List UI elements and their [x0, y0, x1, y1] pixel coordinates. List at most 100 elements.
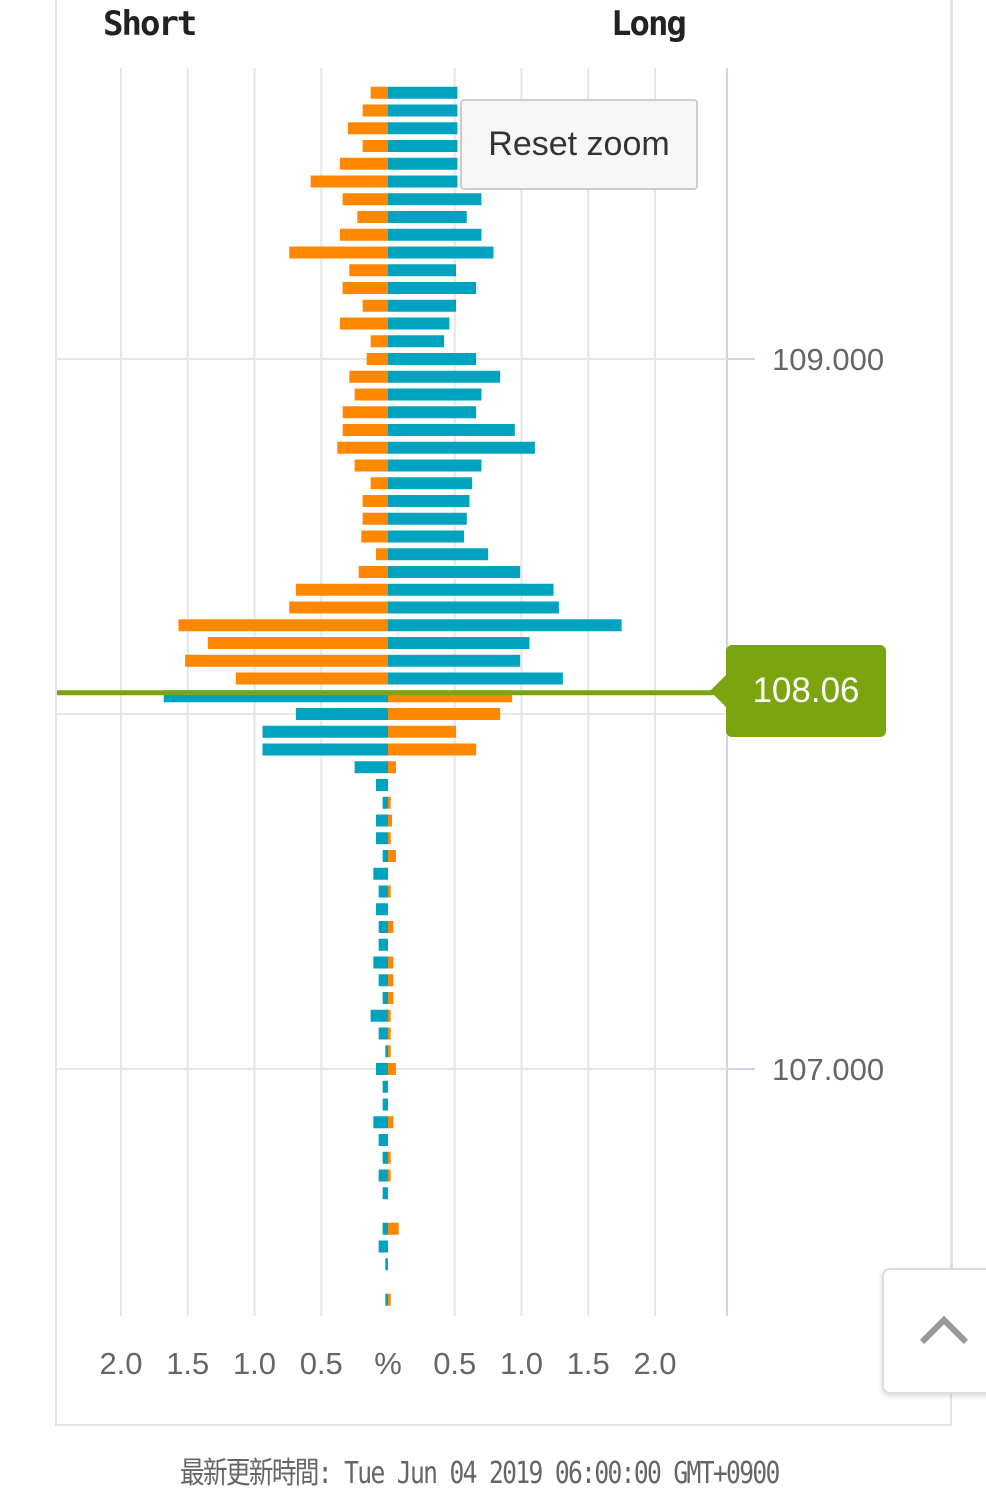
bar-right — [388, 140, 458, 152]
bar-left — [337, 441, 388, 454]
bar-left — [354, 459, 388, 472]
bar-right — [388, 424, 515, 436]
bar-left — [375, 814, 388, 827]
bar-right — [388, 264, 457, 277]
bar-left — [262, 725, 388, 738]
bar-left — [370, 477, 388, 490]
bar-right — [388, 459, 482, 472]
page-edge-divider — [951, 0, 953, 1270]
bar-left — [354, 388, 388, 401]
bar-left — [378, 885, 388, 898]
bar-left — [382, 1151, 388, 1164]
x-tick-label: 1.0 — [233, 1346, 276, 1381]
bar-left — [342, 406, 388, 419]
bar-left — [310, 175, 388, 188]
y-tick-label: 107.000 — [772, 1052, 884, 1087]
bar-right — [388, 211, 467, 223]
bar-right — [388, 566, 521, 578]
bar-right — [388, 956, 394, 969]
bar-left — [382, 1098, 388, 1111]
bar-left — [382, 1080, 388, 1093]
x-tick-label: 0.5 — [433, 1346, 476, 1381]
bar-left — [235, 672, 388, 685]
bar-left — [362, 140, 388, 152]
bar-left — [375, 832, 388, 845]
bar-right — [388, 530, 465, 543]
bar-left — [342, 193, 388, 206]
bar-left — [178, 619, 388, 632]
bar-right — [388, 1151, 391, 1164]
bar-right — [388, 885, 391, 898]
bar-right — [388, 619, 622, 632]
bar-left — [373, 956, 388, 969]
bar-right — [388, 193, 482, 206]
bar-left — [385, 1293, 388, 1306]
bar-right — [388, 122, 458, 135]
bar-right — [388, 725, 457, 738]
bar-left — [339, 228, 388, 241]
chevron-up-icon — [919, 1315, 969, 1345]
long-header: Long — [611, 4, 687, 44]
bar-left — [366, 353, 388, 365]
bar-right — [388, 708, 501, 720]
bar-left — [362, 104, 388, 117]
bar-left — [370, 335, 388, 348]
bar-right — [388, 1009, 391, 1022]
x-tick-label: 2.0 — [633, 1346, 676, 1381]
bar-right — [388, 761, 397, 774]
bar-right — [388, 832, 391, 845]
bar-right — [388, 104, 458, 117]
bar-left — [382, 850, 388, 862]
bar-left — [373, 1116, 388, 1129]
bar-right — [388, 974, 394, 987]
bar-right — [388, 388, 482, 401]
bar-left — [382, 796, 388, 809]
bar-left — [378, 1169, 388, 1182]
x-tick-label: 0.5 — [300, 1346, 343, 1381]
bar-left — [385, 1258, 388, 1271]
bar-left — [385, 1045, 388, 1058]
bar-left — [339, 157, 388, 170]
bar-right — [388, 814, 393, 827]
bar-left — [362, 495, 388, 507]
bar-left — [362, 512, 388, 525]
reset-zoom-button[interactable]: Reset zoom — [460, 99, 698, 190]
bar-right — [388, 992, 394, 1004]
bar-right — [388, 353, 477, 365]
bar-left — [378, 974, 388, 987]
bar-left — [339, 317, 388, 330]
bar-left — [262, 743, 388, 756]
bar-left — [349, 370, 388, 383]
bar-right — [388, 441, 535, 454]
bar-left — [358, 566, 388, 578]
bar-right — [388, 654, 521, 667]
bar-left — [378, 938, 388, 951]
bar-left — [354, 761, 388, 774]
bar-right — [388, 1027, 391, 1040]
bar-right — [388, 637, 530, 649]
bar-right — [388, 228, 482, 241]
bar-left — [342, 282, 388, 294]
bar-left — [370, 1009, 388, 1022]
bar-right — [388, 299, 457, 312]
bar-right — [388, 672, 563, 685]
bar-left — [378, 1240, 388, 1253]
current-price-tag: 108.06 — [710, 645, 886, 737]
bar-right — [388, 743, 477, 756]
bar-right — [388, 1169, 391, 1182]
bar-left — [373, 867, 388, 880]
bar-left — [347, 122, 388, 135]
bar-left — [375, 548, 388, 561]
bar-left — [207, 637, 388, 649]
bar-right — [388, 477, 473, 490]
bar-right — [388, 850, 397, 862]
bar-right — [388, 175, 458, 188]
last-updated-text: 最新更新時間: Tue Jun 04 2019 06:00:00 GMT+090… — [180, 1456, 780, 1491]
bar-left — [361, 530, 388, 543]
scroll-to-top-button[interactable] — [882, 1268, 986, 1394]
bar-left — [375, 1063, 388, 1075]
bar-right — [388, 601, 559, 614]
x-tick-label: % — [374, 1346, 402, 1381]
bar-left — [378, 1134, 388, 1146]
